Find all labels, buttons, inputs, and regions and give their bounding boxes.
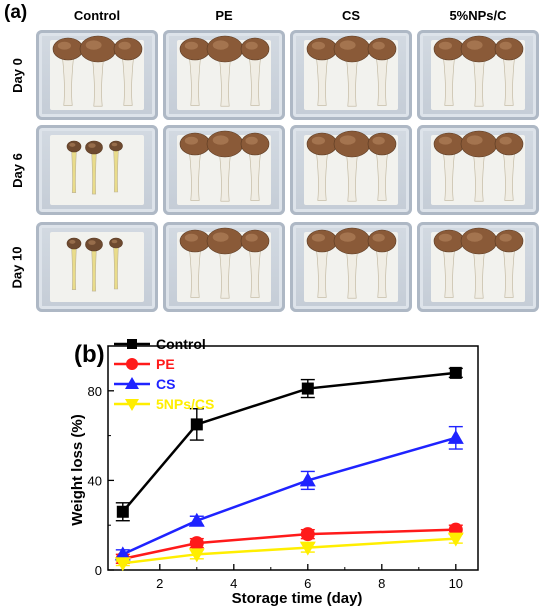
data-point-5nps-cs (114, 557, 131, 572)
mushroom-photo-illustration (50, 135, 144, 205)
series-5nps-cs (114, 532, 464, 572)
photo-day-6-control (36, 125, 158, 215)
data-point-5nps-cs (299, 541, 316, 556)
data-point-control (449, 366, 462, 379)
legend-item-5nps-cs: 5NPs/CS (114, 396, 214, 412)
photo-day-10-control (36, 222, 158, 312)
photo-day-0-cs (290, 30, 412, 120)
y-axis-label: Weight loss (%) (69, 414, 86, 525)
chart-axes: 2 4 6 8 10 0 40 80 (88, 345, 479, 591)
row-label-text: Day 6 (9, 152, 25, 188)
photo-day-0-control (36, 30, 158, 120)
series-pe (115, 522, 463, 566)
data-point-5nps-cs (447, 532, 464, 547)
series-cs (114, 425, 464, 561)
legend-label: Control (156, 336, 206, 352)
mushroom-photo-illustration (177, 130, 271, 205)
legend-marker (126, 358, 138, 370)
legend-item-pe: PE (114, 356, 175, 372)
legend-item-cs: CS (114, 376, 175, 392)
column-header-cs: CS (341, 8, 361, 23)
data-point-control (190, 418, 203, 431)
row-label-text: Day 0 (9, 57, 25, 93)
data-point-control (116, 505, 129, 518)
mushroom-photo-illustration (304, 227, 398, 302)
x-axis-label: Storage time (day) (232, 590, 363, 607)
photo-day-10-5-nps-c (417, 222, 539, 312)
series-control (115, 366, 463, 522)
x-tick-label: 2 (156, 576, 163, 591)
photo-day-6-cs (290, 125, 412, 215)
data-point-pe (300, 527, 315, 542)
legend-marker (125, 377, 139, 389)
mushroom-photo-illustration (177, 227, 271, 302)
photo-day-6-5-nps-c (417, 125, 539, 215)
data-point-cs (299, 472, 316, 487)
row-label-day-6: Day 6 (0, 125, 34, 215)
x-tick-label: 8 (378, 576, 385, 591)
column-header-5-nps-c: 5%NPs/C (449, 8, 507, 23)
mushroom-photo-illustration (431, 130, 525, 205)
data-point-cs (188, 512, 205, 527)
series-line-cs (122, 436, 457, 556)
plot-frame (107, 345, 479, 571)
mushroom-photo-illustration (50, 35, 144, 110)
legend-label: 5NPs/CS (156, 396, 214, 412)
photo-day-6-pe (163, 125, 285, 215)
data-point-cs (447, 429, 464, 444)
y-tick-label: 40 (88, 473, 102, 488)
photo-day-10-cs (290, 222, 412, 312)
mushroom-photo-illustration (431, 227, 525, 302)
legend-label: CS (156, 376, 175, 392)
photo-day-0-pe (163, 30, 285, 120)
data-point-control (301, 382, 314, 395)
photo-day-10-pe (163, 222, 285, 312)
legend-item-control: Control (114, 336, 206, 352)
x-tick-label: 4 (230, 576, 237, 591)
data-point-cs (114, 546, 131, 561)
series-line-pe (122, 528, 456, 561)
panel-a-label: (a) (4, 2, 28, 23)
data-point-5nps-cs (188, 548, 205, 563)
mushroom-photo-illustration (431, 35, 525, 110)
y-tick-label: 80 (88, 384, 102, 399)
column-header-pe: PE (215, 8, 233, 23)
row-label-day-10: Day 10 (0, 222, 34, 312)
mushroom-photo-illustration (50, 232, 144, 302)
x-tick-label: 10 (449, 576, 463, 591)
x-tick-label: 6 (304, 576, 311, 591)
y-tick-label: 0 (95, 563, 102, 578)
data-point-pe (189, 536, 204, 551)
row-label-day-0: Day 0 (0, 30, 34, 120)
column-header-control: Control (73, 8, 121, 23)
photo-day-0-5-nps-c (417, 30, 539, 120)
series-line-5nps-cs (122, 537, 456, 565)
series-line-control (121, 371, 456, 513)
legend-marker (127, 339, 137, 349)
mushroom-photo-illustration (304, 130, 398, 205)
weight-loss-chart: (b) 2 4 6 8 10 0 40 80 Control PE CS 5NPs/CS Stora… (69, 336, 479, 607)
chart-series-layer (114, 366, 464, 572)
mushroom-photo-illustration (304, 35, 398, 110)
legend-marker (125, 399, 139, 411)
chart-legend: Control PE CS 5NPs/CS (114, 336, 214, 412)
mushroom-photo-illustration (177, 35, 271, 110)
legend-label: PE (156, 356, 175, 372)
panel-b-label: (b) (74, 341, 105, 368)
row-label-text: Day 10 (9, 246, 25, 288)
